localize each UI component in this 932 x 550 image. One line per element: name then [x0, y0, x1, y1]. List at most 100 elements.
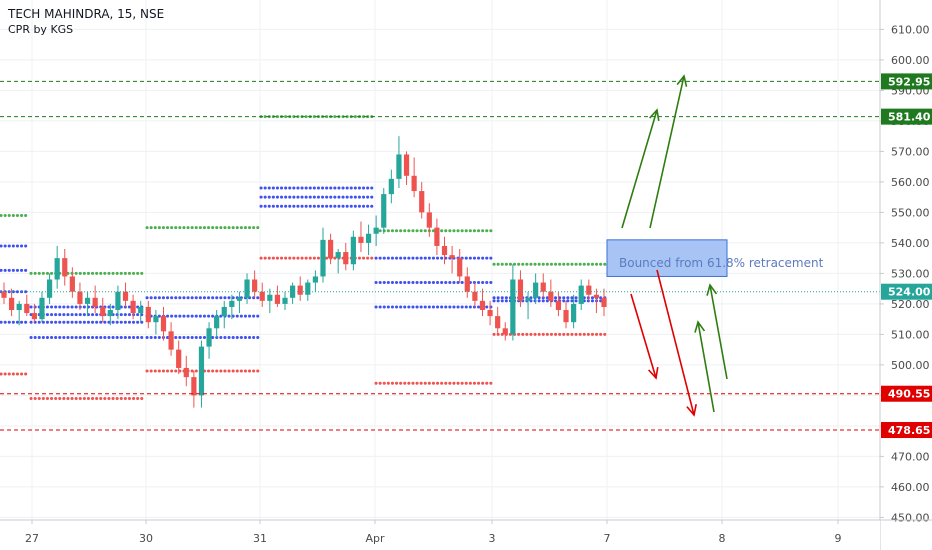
candle-down — [176, 349, 182, 368]
candle-down — [252, 279, 258, 292]
candle-up — [229, 300, 235, 307]
candle-down — [593, 294, 600, 298]
price-level-badge — [881, 283, 932, 300]
chart-header: TECH MAHINDRA, 15, NSE CPR by KGS — [8, 6, 164, 38]
price-level-badge — [881, 108, 932, 125]
candle-up — [373, 227, 379, 234]
indicator-label[interactable]: CPR by KGS — [8, 23, 74, 36]
time-axis-label: 8 — [719, 532, 726, 545]
candle-down — [77, 291, 83, 304]
down-arrow[interactable] — [630, 293, 657, 379]
up-arrow[interactable] — [697, 321, 715, 413]
candle-up — [16, 303, 22, 310]
candle-down — [479, 300, 486, 310]
candle-down — [297, 285, 303, 295]
price-axis-label: 520.00 — [891, 298, 930, 311]
up-arrow[interactable] — [649, 75, 685, 229]
candle-down — [122, 291, 129, 301]
price-axis-label: 540.00 — [891, 237, 930, 250]
up-arrow-head — [706, 283, 718, 296]
candle-up — [267, 294, 273, 301]
symbol-title: TECH MAHINDRA, 15, NSE — [8, 7, 165, 21]
price-level-badge-text: 490.55 — [888, 388, 930, 401]
up-arrow-head — [649, 108, 660, 121]
candle-down — [555, 300, 562, 310]
candle-down — [586, 285, 592, 295]
down-arrow[interactable] — [656, 269, 695, 416]
price-axis[interactable] — [880, 0, 932, 550]
price-level-badge-text: 524.00 — [888, 286, 931, 299]
price-axis-label: 510.00 — [891, 328, 930, 341]
candle-down — [343, 252, 349, 265]
price-level-badge-text: 478.65 — [888, 424, 930, 437]
candle-up — [46, 279, 53, 298]
candle-up — [290, 285, 296, 298]
candle-down — [274, 294, 281, 304]
candle-down — [502, 328, 508, 335]
candle-down — [449, 255, 455, 259]
time-axis-label: 30 — [139, 532, 153, 545]
price-level-badge — [881, 73, 932, 90]
candle-down — [8, 297, 15, 310]
candle-down — [434, 227, 440, 246]
price-level-badge — [881, 422, 932, 439]
price-axis-label: 570.00 — [891, 145, 930, 158]
price-axis-label: 460.00 — [891, 481, 930, 494]
candle-up — [214, 316, 220, 329]
candle-down — [495, 316, 501, 329]
candle-down — [426, 212, 432, 228]
annotation-text: Bounced from 61.8% retracement — [619, 256, 824, 270]
candle-up — [39, 297, 45, 320]
time-axis-label: 31 — [253, 532, 267, 545]
candle-up — [236, 297, 243, 301]
candle-down — [411, 175, 417, 192]
candle-down — [92, 297, 98, 307]
time-axis-label: 7 — [604, 532, 611, 545]
candle-down — [487, 310, 493, 317]
price-axis-label: 560.00 — [891, 176, 930, 189]
candle-down — [358, 236, 364, 243]
candle-up — [510, 279, 516, 335]
candle-down — [464, 276, 470, 292]
price-axis-label: 530.00 — [891, 267, 930, 280]
up-arrow[interactable] — [709, 284, 728, 380]
candle-down — [419, 191, 425, 213]
candle-down — [62, 258, 68, 277]
candle-down — [1, 291, 7, 298]
candle-down — [601, 297, 607, 307]
candle-down — [327, 239, 334, 259]
candle-up — [305, 282, 311, 295]
candle-up — [388, 178, 394, 195]
candle-down — [563, 310, 569, 323]
time-axis[interactable] — [0, 520, 880, 550]
down-arrow-head — [686, 404, 697, 417]
candle-down — [540, 282, 546, 292]
retracement-zone[interactable] — [606, 239, 728, 277]
price-level-badge — [881, 385, 932, 402]
candle-down — [441, 245, 448, 256]
candle-down — [145, 306, 151, 323]
candle-up — [396, 154, 402, 179]
candle-down — [191, 377, 197, 396]
candle-down — [168, 331, 174, 350]
candle-down — [457, 258, 463, 277]
candle-down — [403, 154, 410, 176]
price-level-badge-text: 592.95 — [888, 75, 930, 88]
up-arrow-head — [676, 74, 688, 87]
time-axis-label: Apr — [365, 532, 385, 545]
price-axis-label: 600.00 — [891, 54, 930, 67]
up-arrow[interactable] — [621, 109, 658, 229]
candle-up — [525, 297, 531, 301]
candle-up — [244, 279, 250, 298]
price-axis-label: 470.00 — [891, 450, 930, 463]
candle-up — [320, 239, 326, 277]
down-arrow-head — [647, 367, 659, 380]
candle-down — [31, 313, 37, 320]
candle-down — [548, 291, 554, 301]
candle-up — [153, 316, 159, 323]
candle-up — [571, 303, 577, 323]
candle-up — [282, 297, 288, 304]
up-arrow-head — [694, 320, 706, 333]
candle-up — [312, 276, 318, 283]
